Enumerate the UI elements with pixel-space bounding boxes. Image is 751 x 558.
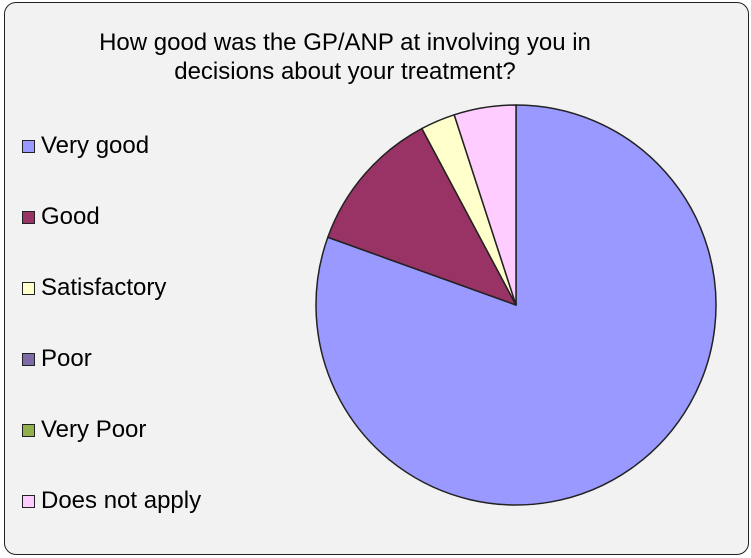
legend-swatch-does-not-apply	[22, 494, 35, 508]
legend-item-good: Good	[22, 202, 100, 232]
legend-label-does-not-apply: Does not apply	[41, 487, 202, 514]
chart-title: How good was the GP/ANP at involving you…	[40, 28, 650, 86]
legend-label-satisfactory: Satisfactory	[41, 274, 167, 301]
legend-item-very-good: Very good	[22, 131, 149, 161]
legend-swatch-very-poor	[22, 423, 35, 437]
legend-swatch-satisfactory	[22, 281, 35, 295]
legend-item-satisfactory: Satisfactory	[22, 273, 166, 303]
chart-title-line-1: How good was the GP/ANP at involving you…	[99, 29, 591, 56]
legend-label-good: Good	[41, 203, 100, 230]
legend-item-does-not-apply: Does not apply	[22, 486, 201, 516]
legend-swatch-good	[22, 210, 35, 224]
pie-slice-good	[327, 127, 517, 306]
pie-slice-does-not-apply	[453, 104, 517, 306]
legend-label-poor: Poor	[41, 345, 92, 372]
legend-label-very-poor: Very Poor	[41, 416, 147, 443]
legend-label-very-good: Very good	[41, 132, 150, 159]
pie-slice-very-good	[315, 104, 717, 506]
legend-swatch-very-good	[22, 139, 35, 153]
legend-swatch-poor	[22, 352, 35, 366]
legend-item-poor: Poor	[22, 344, 92, 374]
legend-item-very-poor: Very Poor	[22, 415, 146, 445]
chart-title-line-2: decisions about your treatment?	[174, 58, 516, 85]
